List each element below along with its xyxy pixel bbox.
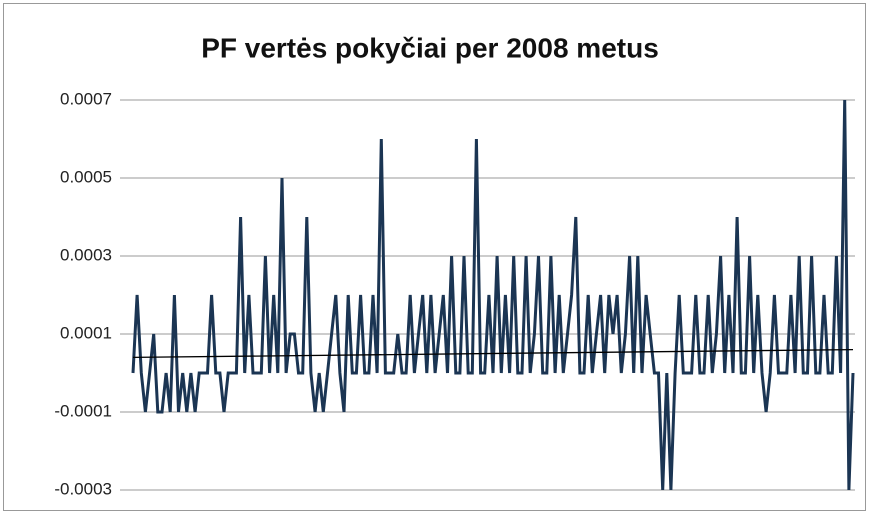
y-tick-label: 0.0001 (60, 323, 112, 342)
y-tick-label: 0.0007 (60, 89, 112, 108)
y-tick-label: -0.0001 (54, 401, 112, 420)
y-tick-label: 0.0005 (60, 167, 112, 186)
y-tick-label: 0.0003 (60, 245, 112, 264)
chart-title: PF vertės pokyčiai per 2008 metus (201, 32, 659, 63)
y-tick-label: -0.0003 (54, 479, 112, 498)
trend-line (132, 348, 854, 359)
data-line (131, 99, 855, 491)
